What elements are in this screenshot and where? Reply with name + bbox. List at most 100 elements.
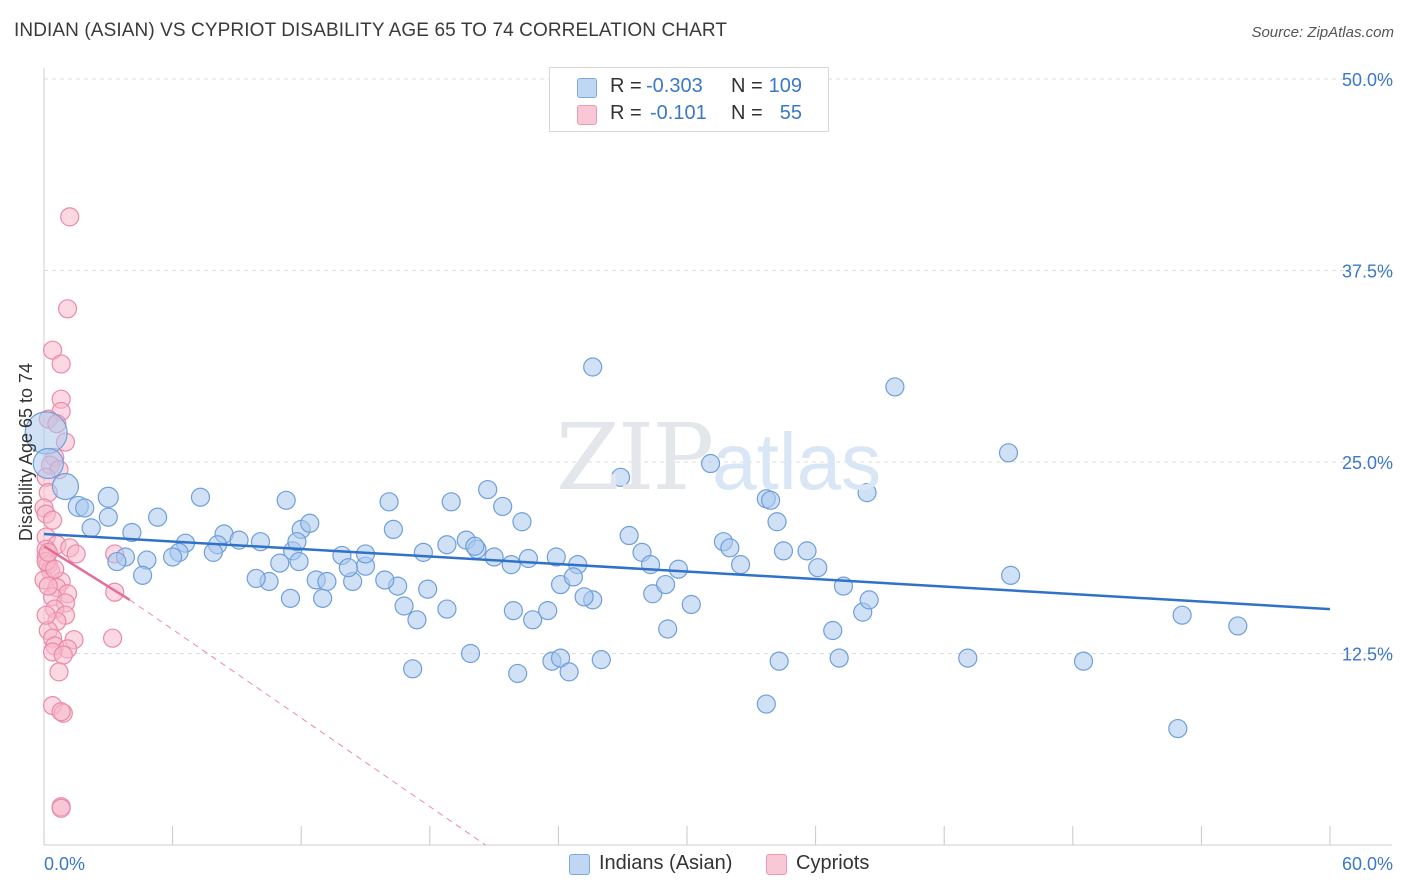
legend-swatch-pink [766,854,787,875]
indians-point [484,547,504,567]
indians-point [289,551,309,572]
indians-trend-line [43,532,1331,611]
indians-point [75,498,95,518]
indians-point [403,659,423,679]
indians-point [407,610,427,630]
legend-n-value: 109 [768,75,802,97]
indians-point [523,610,543,630]
y-tick-label: 37.5% [1342,262,1393,282]
cypriots-trend-extension [129,599,486,846]
indians-point [51,472,80,501]
indians-point [1001,565,1021,585]
indians-point [829,648,849,668]
cypriots-point [38,576,58,596]
indians-point [132,565,153,585]
indians-point [720,538,740,558]
legend-n-value: 55 [779,102,802,124]
cypriots-trend-line [43,545,131,601]
indians-point [958,648,978,668]
cypriots-point [51,798,71,818]
legend-n-label: N = [731,75,763,97]
indians-point [658,619,678,639]
indians-point [437,535,457,555]
indians-point [1228,616,1248,636]
indians-point [287,532,307,552]
indians-point [610,467,631,487]
indians-point [619,525,639,546]
legend-swatch-blue [577,78,597,98]
cypriots-point [49,662,69,682]
cypriots-point [51,354,71,374]
indians-point [107,551,127,572]
indians-point [317,571,337,592]
indians-point [655,574,676,595]
y-tick-label: 12.5% [1342,645,1393,665]
indians-point [413,542,433,562]
correlation-legend: R = -0.303 N = 109 R = -0.101 N = 55 [549,67,829,132]
indians-point [313,588,333,608]
indians-point [998,443,1019,463]
indians-point [591,650,611,670]
indians-point [203,542,223,562]
indians-point [857,483,877,503]
indians-point [81,518,101,538]
cypriots-point [51,702,71,722]
indians-point [668,559,689,579]
indians-point [246,568,266,589]
indians-point [383,519,403,540]
indians-point [808,558,828,578]
indians-point [418,579,438,599]
indians-point [493,496,513,517]
indians-point [32,447,64,480]
x-tick-label: 0.0% [44,854,85,874]
indians-point [300,513,320,533]
cypriots-point [45,559,65,579]
indians-point [441,492,461,512]
indians-point [147,507,168,527]
zipatlas-watermark: ZIPatlas [556,404,881,511]
grid-lines [44,78,1392,654]
indians-point [338,558,358,578]
cypriots-point [102,628,123,648]
indians-point [559,662,579,682]
y-axis-title: Disability Age 65 to 74 [16,363,36,541]
indians-point [550,648,571,668]
indians-point [767,512,787,532]
indians-point [503,601,523,621]
indians-point [546,547,566,567]
source-label: Source: ZipAtlas.com [1251,24,1394,41]
indians-point [379,492,399,512]
cypriots-point [53,645,73,665]
y-tick-label: 25.0% [1342,453,1393,473]
indians-point [98,507,118,527]
cypriots-point [38,542,58,562]
indians-point [681,594,701,615]
indians-point [773,541,794,561]
indians-point [1168,718,1188,739]
indians-point [1073,651,1094,671]
cypriots-point [66,544,86,564]
indians-point [508,663,528,684]
series-legend: Indians (Asian) Cypriots [0,851,1406,879]
cypriots-point [36,605,56,625]
indians-point [885,377,905,397]
cypriots-point [42,340,63,360]
watermark-atlas: atlas [712,417,882,506]
indians-point [276,490,296,510]
indians-point [122,522,142,543]
chart-title: INDIAN (ASIAN) VS CYPRIOT DISABILITY AGE… [14,20,728,41]
indians-point [756,694,776,714]
legend-label-cypriots: Cypriots [796,852,870,874]
legend-swatch-pink [577,105,597,125]
indians-point [460,643,481,664]
tick-labels: 12.5% 25.0% 37.5% 50.0% 0.0% 60.0% Disability … [16,70,1393,874]
y-tick-label: 50.0% [1342,70,1393,90]
indians-point [583,357,603,377]
indians-point [437,599,457,619]
watermark-zip: ZIP [556,404,714,511]
indians-point [700,453,721,474]
legend-r-label: R = [610,75,642,97]
legend-swatch-blue [569,854,590,875]
legend-r-value: -0.303 [646,75,703,97]
